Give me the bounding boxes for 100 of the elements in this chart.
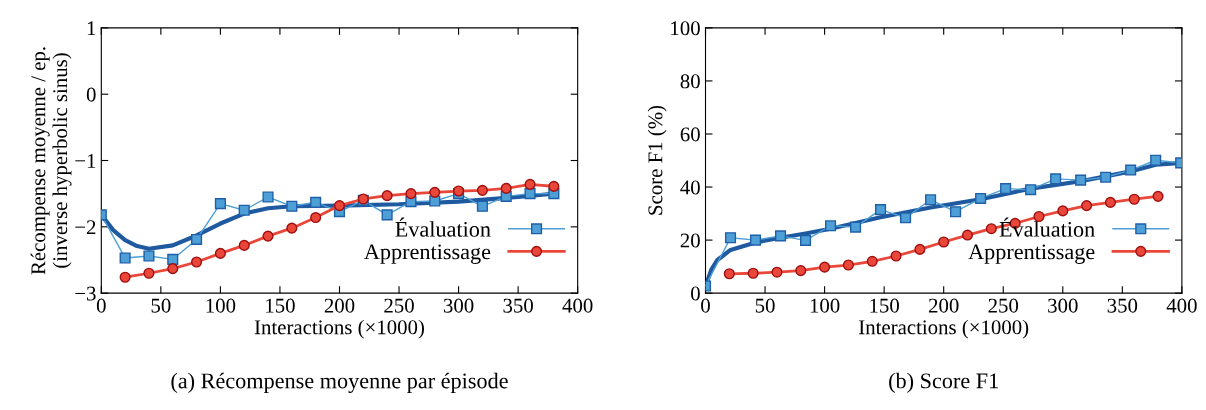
x-tick-label: 0 [96,298,106,313]
legend-label: Apprentissage [364,244,491,264]
point [799,234,812,246]
point [119,271,131,283]
point [985,223,997,235]
point [1057,205,1069,217]
x-tick-label: 400 [562,298,593,313]
y-tick-label: 20 [680,233,700,248]
y-tick-label: 0 [691,286,700,301]
point [405,188,417,200]
x-tick-label: 150 [870,298,899,313]
x-tick-label: 50 [755,298,775,313]
point [825,220,837,232]
point [214,247,226,259]
point [723,268,735,280]
point [950,206,962,218]
point [875,204,887,216]
x-tick-label: 350 [1107,298,1138,313]
point [747,267,759,279]
x-tick-label: 400 [1166,298,1197,313]
point [381,209,393,221]
y-tick-label: 0 [86,87,96,102]
y-tick-label: −1 [75,153,96,168]
point [1050,173,1062,185]
y-tick-label: −2 [75,220,96,235]
point [774,230,787,242]
x-tick-label: 100 [810,298,840,313]
x-tick-label: 150 [266,298,295,313]
point [961,229,974,241]
y-tick-label: 1 [87,21,96,36]
point [1128,193,1140,205]
point [771,266,783,278]
point [167,253,179,265]
point [524,178,536,190]
point [286,200,298,212]
x-tick-label: 250 [384,298,414,313]
point [1100,171,1112,183]
text: (a) Récompense moyenne par épisode [171,372,508,393]
point [1125,164,1137,176]
point [1104,196,1116,208]
text: (b) Score F1 [889,372,998,393]
point [381,190,393,202]
point [866,255,878,267]
point [975,192,987,205]
y-tick-label: 80 [680,74,700,89]
y-tick-label: 40 [680,180,700,195]
x-tick-label: 200 [324,298,355,313]
point [238,239,250,251]
y-tick-label: 100 [671,21,700,36]
point [143,267,155,279]
point [925,194,937,206]
x-tick-label: 50 [151,298,171,313]
x-axis-title: Interactions (×1000) [859,319,1029,339]
point [500,182,512,194]
x-tick-label: 200 [928,298,959,313]
point [524,188,536,200]
point [333,200,346,212]
x-tick-label: 100 [206,298,236,313]
point [819,261,831,273]
point [310,196,322,208]
x-tick-label: 350 [503,298,533,313]
x-tick-label: 300 [1048,298,1078,313]
point [890,250,902,262]
point [1081,200,1093,212]
legend-label: Apprentissage [968,244,1095,264]
x-tick-label: 300 [443,298,474,313]
point [476,184,488,196]
point [476,200,488,212]
y-tick-label: 60 [680,127,700,142]
y-axis-title: Score F1 (%) [647,105,667,215]
point [191,233,203,245]
point [795,265,807,277]
point [1075,174,1087,186]
point [167,263,179,275]
point [749,234,762,246]
point [724,232,737,244]
point [310,211,322,224]
point [238,204,250,216]
point [900,212,912,224]
y-axis-title: Récompense moyenne / ep. (inverse hyperbolic sinus) [30,47,72,275]
point [842,259,854,271]
legend-label: Évaluation [999,217,1095,237]
point [262,191,274,203]
x-axis-title: Interactions (×1000) [254,319,424,339]
point [119,252,131,264]
point [262,230,274,242]
point [214,198,226,210]
point [1025,184,1037,196]
point [1000,183,1012,195]
point [548,180,560,192]
point [286,222,298,234]
x-tick-label: 250 [988,298,1019,313]
point [914,243,926,255]
point [191,256,203,268]
x-tick-label: 0 [701,298,710,313]
point [143,250,155,262]
point [429,186,441,198]
legend-label: Évaluation [395,217,491,237]
point [938,236,950,248]
point [850,221,862,233]
